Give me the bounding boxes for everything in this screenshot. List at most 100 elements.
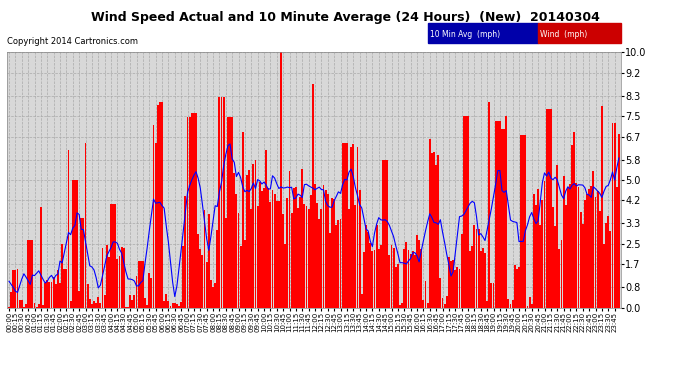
Bar — [178, 306, 180, 308]
Bar — [290, 213, 293, 308]
Bar — [246, 176, 248, 308]
Bar — [135, 276, 137, 308]
Bar — [601, 106, 603, 308]
Bar — [166, 294, 167, 308]
Bar — [38, 304, 40, 307]
Bar — [286, 198, 288, 308]
Bar — [542, 200, 543, 308]
Bar — [454, 270, 456, 308]
Bar — [516, 269, 518, 308]
Bar — [180, 302, 182, 307]
Bar — [320, 209, 322, 308]
Bar — [10, 292, 12, 308]
Bar — [101, 248, 104, 308]
Bar — [52, 277, 55, 308]
Bar — [540, 225, 541, 308]
Bar — [76, 180, 78, 308]
Bar — [201, 255, 204, 308]
Bar — [265, 150, 267, 308]
Bar — [480, 251, 482, 308]
Bar — [588, 189, 590, 308]
Bar — [106, 245, 108, 308]
Bar — [615, 187, 618, 308]
Bar — [499, 121, 501, 308]
Bar — [322, 185, 324, 308]
Bar — [611, 123, 613, 308]
Bar — [526, 306, 529, 308]
Bar — [444, 304, 446, 307]
Bar — [544, 180, 546, 308]
Bar — [535, 205, 537, 308]
Bar — [333, 199, 335, 308]
Bar — [223, 98, 225, 308]
Bar — [117, 260, 119, 308]
Bar — [435, 165, 437, 308]
Bar — [522, 135, 524, 308]
Bar — [140, 261, 141, 308]
Bar — [304, 204, 306, 308]
Bar — [19, 300, 21, 307]
Bar — [17, 268, 19, 308]
Bar — [410, 254, 412, 308]
Bar — [353, 144, 354, 308]
Bar — [235, 194, 237, 308]
Bar — [493, 283, 495, 308]
Bar — [329, 234, 331, 308]
Bar — [72, 180, 74, 308]
Bar — [225, 217, 227, 308]
Bar — [237, 213, 239, 308]
Bar — [331, 198, 333, 308]
Bar — [119, 255, 121, 308]
Bar — [489, 102, 490, 308]
Bar — [437, 155, 440, 308]
Bar — [99, 303, 101, 307]
Bar — [159, 102, 161, 308]
Bar — [607, 216, 609, 308]
Bar — [344, 144, 346, 308]
Bar — [597, 190, 599, 308]
Bar — [57, 270, 59, 308]
Bar — [401, 303, 403, 307]
Bar — [406, 242, 407, 308]
Bar — [221, 98, 222, 308]
Bar — [408, 250, 409, 308]
Bar — [505, 116, 507, 308]
Bar — [214, 283, 216, 308]
Bar — [89, 299, 90, 307]
Bar — [465, 116, 467, 308]
Bar — [424, 281, 426, 308]
Bar — [138, 261, 139, 308]
Bar — [184, 196, 186, 308]
Bar — [388, 255, 391, 308]
Bar — [484, 253, 486, 308]
Bar — [463, 116, 464, 308]
Bar — [582, 224, 584, 308]
Bar — [253, 164, 255, 308]
Bar — [295, 187, 297, 308]
Bar — [250, 209, 253, 308]
Bar — [569, 184, 571, 308]
Bar — [34, 303, 35, 307]
Bar — [363, 252, 365, 308]
Bar — [168, 301, 169, 307]
Bar — [459, 269, 460, 308]
Bar — [115, 204, 116, 308]
Bar — [339, 219, 342, 308]
Bar — [584, 200, 586, 308]
Bar — [357, 147, 359, 308]
Bar — [231, 117, 233, 308]
Bar — [174, 303, 176, 307]
Bar — [486, 301, 488, 307]
Bar — [371, 251, 373, 308]
Bar — [199, 249, 201, 308]
Bar — [104, 294, 106, 307]
Bar — [293, 188, 295, 308]
Bar — [380, 245, 382, 308]
Bar — [448, 257, 450, 307]
Bar — [193, 113, 195, 308]
Bar — [567, 187, 569, 308]
Bar — [560, 240, 562, 308]
Bar — [446, 296, 448, 307]
Bar — [255, 160, 257, 308]
Bar — [403, 249, 405, 308]
